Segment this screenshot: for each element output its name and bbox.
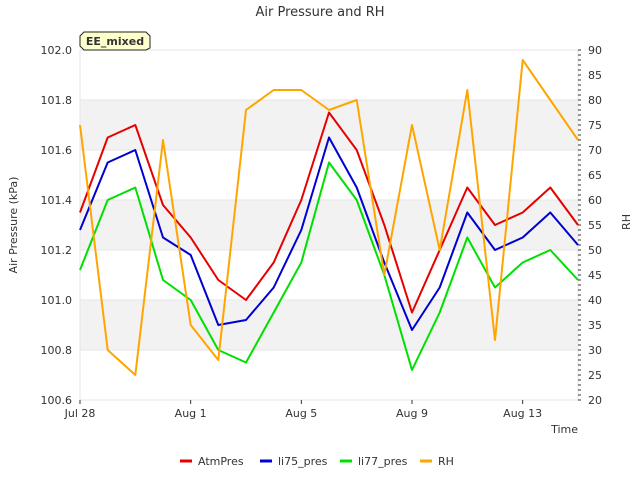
legend-item: li75_pres xyxy=(260,455,328,468)
x-tick-label: Aug 13 xyxy=(503,407,542,420)
badge-box xyxy=(79,31,151,51)
y2-tick-label: 50 xyxy=(588,244,602,257)
y-tick-label: 101.0 xyxy=(41,294,73,307)
background-band xyxy=(80,300,578,350)
y2-tick-label: 35 xyxy=(588,319,602,332)
chart-title: Air Pressure and RH xyxy=(255,5,384,20)
y-tick-label: 101.2 xyxy=(41,244,73,257)
legend: AtmPres li75_pres li77_pres RH xyxy=(180,455,454,468)
x-tick-label: Jul 28 xyxy=(64,407,96,420)
y2-tick-label: 20 xyxy=(588,394,602,407)
badge: EE_mixed xyxy=(79,31,151,51)
y-tick-label: 102.0 xyxy=(41,44,73,57)
y2-tick-label: 90 xyxy=(588,44,602,57)
y-tick-label: 100.8 xyxy=(41,344,73,357)
legend-label: AtmPres xyxy=(198,455,244,468)
series-line-atmpres xyxy=(79,111,579,314)
x-tick-label: Aug 9 xyxy=(396,407,428,420)
x-tick-label: Aug 5 xyxy=(285,407,317,420)
y2-tick-label: 45 xyxy=(588,269,602,282)
legend-label: RH xyxy=(438,455,454,468)
x-tick-label: Aug 1 xyxy=(175,407,207,420)
y2-tick-label: 85 xyxy=(588,69,602,82)
y-tick-label: 101.8 xyxy=(41,94,73,107)
badge-label: EE_mixed xyxy=(86,35,144,48)
legend-item: li77_pres xyxy=(340,455,408,468)
y2-tick-label: 40 xyxy=(588,294,602,307)
y-tick-label: 101.6 xyxy=(41,144,73,157)
legend-label: li75_pres xyxy=(278,455,328,468)
x-axis-ticks: Jul 28 Aug 1 Aug 5 Aug 9 Aug 13 xyxy=(64,400,542,420)
left-axis-ticks: 100.6 100.8 101.0 101.2 101.4 101.6 101.8 102.0 xyxy=(41,44,73,407)
x-axis-label: Time xyxy=(550,423,578,436)
y2-tick-label: 75 xyxy=(588,119,602,132)
y-tick-label: 100.6 xyxy=(41,394,73,407)
y-tick-label: 101.4 xyxy=(41,194,73,207)
series-layer xyxy=(79,59,579,376)
right-axis-ticks: 20 25 30 35 40 45 50 55 60 65 70 75 80 85 90 xyxy=(578,44,602,407)
series-line-li77-pres xyxy=(79,161,579,371)
y-axis-label: Air Pressure (kPa) xyxy=(7,177,20,274)
y2-tick-label: 25 xyxy=(588,369,602,382)
legend-item: AtmPres xyxy=(180,455,244,468)
background-band xyxy=(80,100,578,150)
legend-item: RH xyxy=(420,455,454,468)
y2-tick-label: 55 xyxy=(588,219,602,232)
y2-axis-label: RH xyxy=(620,214,633,230)
y2-tick-label: 65 xyxy=(588,169,602,182)
y2-tick-label: 80 xyxy=(588,94,602,107)
y2-tick-label: 60 xyxy=(588,194,602,207)
y2-tick-label: 30 xyxy=(588,344,602,357)
series-line-rh xyxy=(79,59,579,376)
legend-label: li77_pres xyxy=(358,455,408,468)
series-line-li75-pres xyxy=(79,136,579,331)
y2-tick-label: 70 xyxy=(588,144,602,157)
